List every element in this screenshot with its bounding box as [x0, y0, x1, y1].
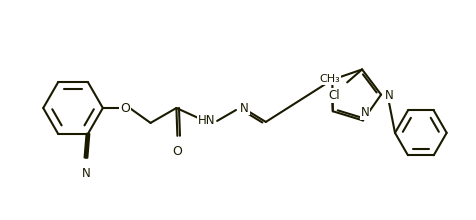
Text: HN: HN [198, 114, 215, 127]
Text: CH₃: CH₃ [319, 74, 340, 84]
Text: N: N [385, 89, 394, 102]
Text: O: O [172, 145, 182, 158]
Text: N: N [240, 101, 249, 115]
Text: O: O [120, 101, 129, 115]
Text: Cl: Cl [328, 89, 340, 102]
Text: N: N [361, 106, 369, 119]
Text: N: N [81, 167, 90, 180]
